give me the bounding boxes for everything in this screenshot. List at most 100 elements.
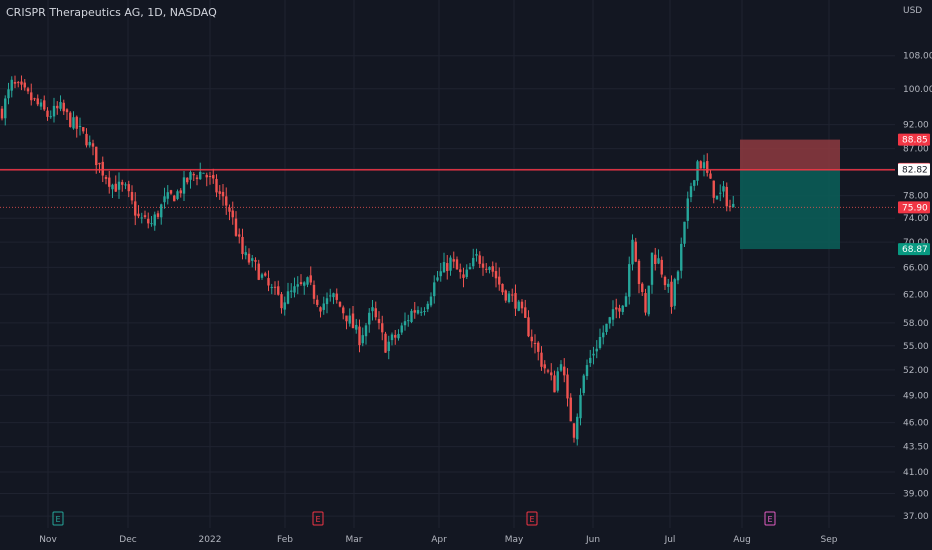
candle (676, 270, 680, 285)
candle-body (501, 283, 504, 293)
candle-body (13, 82, 17, 84)
candle (4, 95, 7, 126)
candle-body (605, 323, 608, 332)
candle-body (7, 89, 10, 99)
candle-body (82, 127, 85, 132)
candle-body (195, 177, 199, 180)
candle (199, 162, 202, 180)
candle-body (202, 172, 205, 174)
x-tick-label: Nov (39, 535, 57, 545)
candle-body (394, 335, 397, 338)
candle (260, 272, 264, 280)
candle-body (400, 325, 403, 333)
candle (715, 195, 719, 200)
candle-body (251, 258, 254, 261)
candle-body (137, 213, 140, 217)
x-tick-label: Aug (733, 535, 751, 545)
candle (316, 295, 319, 308)
candle-body (309, 275, 312, 283)
candle (530, 329, 533, 348)
y-tick-label: 41.00 (903, 468, 929, 478)
currency-label: USD (903, 6, 922, 16)
candle (364, 323, 368, 345)
candle (371, 300, 374, 321)
candle (114, 175, 117, 192)
candle (208, 171, 212, 185)
candle (462, 267, 465, 288)
candle-body (696, 161, 699, 181)
candle-body (173, 195, 176, 202)
candle-body (384, 333, 387, 353)
last-price-badge-bg (898, 201, 930, 214)
candle-body (631, 239, 634, 265)
earnings-marker: E (764, 511, 776, 526)
candle-body (260, 274, 264, 278)
candle-body (160, 204, 163, 218)
candle-body (199, 171, 202, 180)
candle-body (709, 173, 712, 179)
candle (728, 199, 732, 212)
x-tick-label: 2022 (199, 535, 222, 545)
candle-body (563, 366, 566, 376)
y-tick-label: 37.00 (903, 512, 929, 522)
candle-body (439, 271, 442, 277)
candle (511, 288, 514, 302)
candle (156, 210, 160, 220)
candle-body (225, 196, 228, 206)
candle (17, 80, 20, 88)
candle-body (299, 282, 303, 284)
candle (7, 82, 10, 105)
candle (381, 315, 384, 341)
candle (553, 370, 556, 393)
candle-body (156, 213, 160, 217)
candle-body (572, 423, 576, 438)
candle (732, 195, 735, 208)
candle (634, 237, 637, 263)
candle-body (381, 323, 384, 333)
candle-body (683, 221, 686, 244)
candle-body (72, 117, 75, 129)
candle (403, 312, 407, 331)
earnings-marker: E (312, 511, 324, 526)
earnings-marker: E (52, 511, 64, 526)
candle-body (527, 317, 530, 337)
candle-body (69, 112, 72, 127)
earnings-marker-label: E (55, 515, 60, 524)
candle (33, 97, 36, 102)
candle-body (39, 102, 43, 107)
candle (524, 299, 527, 319)
candle-body (595, 348, 598, 352)
candle (244, 245, 247, 260)
candle (631, 234, 634, 271)
candle-body (293, 286, 296, 293)
candle-body (410, 310, 413, 322)
candle-body (117, 181, 121, 190)
candle (572, 422, 576, 443)
candle-body (719, 192, 722, 194)
earnings-marker-box (312, 511, 324, 526)
candle-body (10, 79, 13, 91)
candle (670, 275, 673, 314)
candle (254, 257, 257, 271)
candle-body (121, 182, 124, 185)
candle-body (306, 277, 309, 285)
candle-body (264, 273, 267, 276)
candle (433, 275, 436, 304)
candle-body (667, 283, 670, 287)
candle (111, 183, 114, 199)
candle (221, 184, 225, 206)
y-tick-label: 58.00 (903, 319, 929, 329)
candle (293, 277, 296, 298)
candle-body (17, 82, 20, 84)
candle-body (91, 143, 95, 147)
y-tick-label: 92.00 (903, 121, 929, 131)
candle (267, 270, 270, 292)
candle-body (364, 325, 368, 337)
candle-body (615, 307, 618, 310)
candle-body (546, 370, 550, 372)
candle (507, 290, 511, 304)
candle-body (325, 298, 329, 305)
candle-body (368, 312, 371, 325)
candle (23, 79, 26, 91)
